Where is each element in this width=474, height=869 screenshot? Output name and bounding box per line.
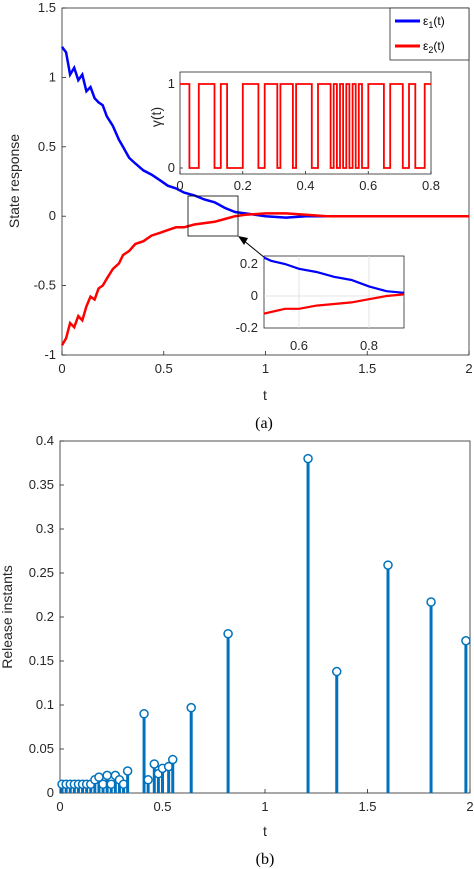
chart-b-xtick-label: 1 (261, 799, 268, 814)
chart-b-ytick-label: 0.05 (29, 741, 54, 756)
chart-b-ytick-label: 0 (47, 785, 54, 800)
inset-switching-xtick-label: 0 (176, 178, 183, 193)
chart-b-ytick-label: 0.2 (36, 609, 54, 624)
chart-b-axes (59, 440, 471, 794)
chart-a-xtick-label: 1 (262, 361, 269, 376)
chart-b-xtick-label: 0.5 (153, 799, 171, 814)
stem-marker (102, 770, 112, 781)
inset-zoom-axes (263, 255, 405, 329)
stem-marker (332, 666, 342, 677)
chart-b-ytick-label: 0.1 (36, 697, 54, 712)
inset-zoom-ytick-label: -0.2 (236, 320, 258, 335)
chart-a-ylabel: State response (6, 134, 22, 228)
chart-b-ytick-label: 0.25 (29, 565, 54, 580)
chart-a: 0 0.5 1 1.5 2 -1 -0.5 0 0.5 1 1.5 State response t… (6, 0, 473, 432)
stem-marker (122, 766, 133, 776)
inset-switching-ytick-label: 0 (168, 160, 175, 175)
legend: ε1(t) ε2(t) (389, 7, 470, 61)
stem-marker (186, 702, 196, 713)
chart-b-xlabel: t (263, 823, 267, 839)
zoom-arrow-head (238, 236, 248, 245)
inset-switching-xtick-label: 0.2 (234, 178, 252, 193)
chart-b-ytick-label: 0.4 (36, 433, 54, 448)
inset-switching-ylabel: γ(t) (148, 107, 164, 127)
zoom-region-box (187, 195, 239, 237)
chart-a-xlabel: t (263, 387, 267, 403)
chart-a-ytick-label: 0 (49, 208, 56, 223)
chart-a-xtick-label: 0.5 (155, 361, 173, 376)
stem-marker (143, 775, 153, 785)
inset-switching-ytick-label: 1 (168, 76, 175, 91)
stem-marker (426, 597, 436, 607)
chart-a-ytick-label: 1 (49, 69, 56, 84)
chart-b-xtick-label: 2 (466, 799, 473, 814)
stem-marker (139, 709, 149, 719)
chart-a-xtick-label: 2 (465, 361, 472, 376)
chart-b-xtick-label: 0 (56, 799, 63, 814)
chart-a-ytick-label: 0.5 (38, 139, 56, 154)
stem-marker (461, 636, 471, 646)
stem-marker (168, 754, 178, 765)
stem-marker (149, 759, 160, 769)
chart-a-series-line-2 (60, 212, 469, 346)
inset-switching-xtick-label: 0.6 (359, 178, 377, 193)
legend-label-e1: ε1(t) (423, 14, 445, 30)
chart-b: 0 0.5 1 1.5 2 0 0.05 0.1 0.15 0.2 0.25 0.3 0.35 0.4 R… (0, 433, 474, 868)
inset-switching-xtick-label: 0.8 (422, 178, 440, 193)
inset-zoom: 0.6 0.8 0.2 0 -0.2 (236, 255, 405, 353)
chart-b-ytick-label: 0.15 (29, 653, 54, 668)
legend-label-e2: ε2(t) (423, 39, 445, 55)
inset-zoom-xtick-label: 0.6 (290, 338, 308, 353)
inset-switching-axes (179, 71, 432, 175)
inset-switching: 0 0.2 0.4 0.6 0.8 0 1 γ(t) (148, 71, 440, 193)
chart-a-caption: (a) (255, 415, 273, 432)
chart-b-ylabel: Release instants (0, 565, 15, 669)
zoom-arrow-line (242, 239, 266, 259)
chart-a-ytick-label: 1.5 (38, 0, 56, 15)
chart-a-series-line-1 (60, 46, 469, 219)
stem-marker (303, 453, 313, 464)
switching-signal-line (180, 83, 431, 169)
inset-zoom-xtick-label: 0.8 (360, 338, 378, 353)
chart-b-caption: (b) (256, 851, 275, 868)
inset-switching-xtick-label: 0.4 (296, 178, 314, 193)
chart-b-xtick-label: 1.5 (358, 799, 376, 814)
chart-b-ytick-label: 0.35 (29, 477, 54, 492)
inset-zoom-ytick-label: 0.2 (240, 256, 258, 271)
chart-b-ytick-label: 0.3 (36, 521, 54, 536)
stem-marker (223, 628, 233, 639)
chart-a-ytick-label: -0.5 (34, 278, 56, 293)
chart-a-xtick-label: 1.5 (358, 361, 376, 376)
chart-a-xtick-label: 0 (58, 361, 65, 376)
chart-a-ytick-label: -1 (44, 347, 56, 362)
inset-zoom-ytick-label: 0 (251, 288, 258, 303)
stem-marker (383, 560, 393, 570)
